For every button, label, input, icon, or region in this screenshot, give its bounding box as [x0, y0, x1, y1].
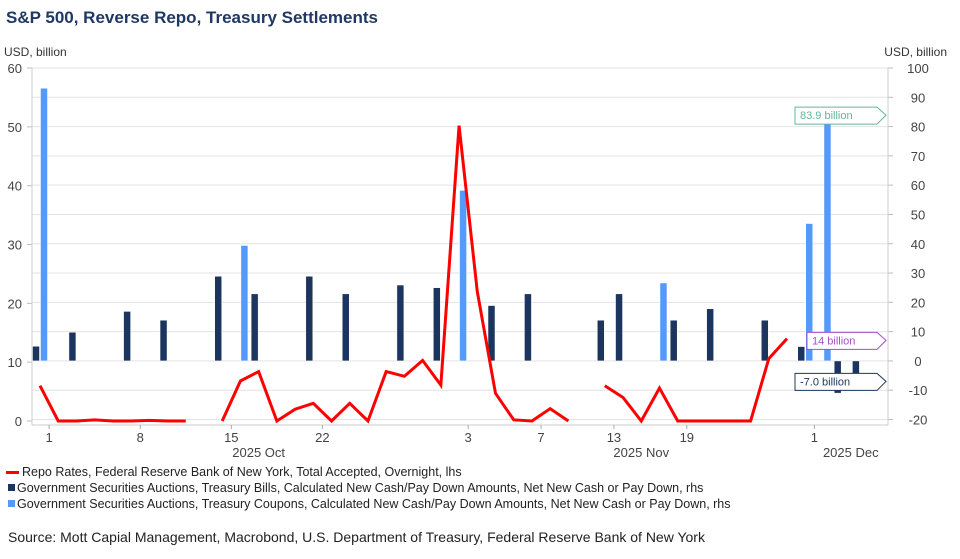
left-tick-label: 20 [8, 296, 22, 311]
legend-swatch-bar [8, 484, 15, 491]
legend-label: Government Securities Auctions, Treasury… [17, 497, 731, 511]
legend-swatch-line [6, 471, 19, 474]
repo-line-segment [605, 339, 787, 421]
right-tick-label: 90 [911, 90, 925, 105]
right-tick-label: 10 [911, 325, 925, 340]
right-axis-label: USD, billion [884, 45, 947, 59]
x-tick-label: 3 [465, 430, 472, 445]
right-tick-label: 80 [911, 120, 925, 135]
bill-bar [670, 320, 677, 361]
bill-bar [761, 320, 768, 361]
left-tick-label: 50 [8, 120, 22, 135]
left-tick-label: 0 [15, 414, 22, 429]
x-tick-label: 1 [45, 430, 52, 445]
bill-bar [524, 294, 531, 361]
bill-bar [69, 332, 76, 361]
bill-bar [597, 320, 604, 361]
x-period-label: 2025 Oct [232, 445, 285, 460]
right-tick-label: -20 [909, 413, 928, 428]
x-period-label: 2025 Dec [823, 445, 879, 460]
bars [33, 88, 860, 393]
bill-bar [798, 347, 805, 361]
coupon-bar [460, 190, 467, 360]
annotation-label: 14 billion [812, 335, 855, 347]
left-tick-label: 40 [8, 179, 22, 194]
right-tick-label: 50 [911, 207, 925, 222]
right-tick-label: 20 [911, 295, 925, 310]
legend-label: Government Securities Auctions, Treasury… [17, 481, 703, 495]
bill-bar [33, 346, 40, 361]
bill-bar [215, 276, 222, 361]
x-tick-label: 8 [137, 430, 144, 445]
coupon-bar [660, 283, 667, 361]
chart-title: S&P 500, Reverse Repo, Treasury Settleme… [6, 8, 378, 27]
right-tick-label: 0 [914, 354, 921, 369]
bill-bar [616, 294, 623, 361]
left-tick-label: 60 [8, 61, 22, 76]
annotation-label: -7.0 billion [800, 376, 850, 388]
left-tick-label: 30 [8, 238, 22, 253]
x-tick-label: 15 [224, 430, 238, 445]
axes: -20 -10 0 10 20 30 40 50 60 70 80 90 100 0 10 20 30 40 50 6… [8, 61, 929, 460]
x-period-label: 2025 Nov [613, 445, 669, 460]
coupon-bar [41, 88, 48, 361]
bill-bar [124, 311, 131, 361]
bill-bar [397, 285, 404, 361]
left-axis-label: USD, billion [4, 45, 67, 59]
coupon-bar [241, 246, 248, 361]
coupon-bar [824, 115, 831, 361]
right-tick-label: 100 [907, 61, 929, 76]
bill-bar [251, 294, 258, 361]
right-tick-label: 60 [911, 178, 925, 193]
x-tick-label: 19 [680, 430, 694, 445]
legend: Repo Rates, Federal Reserve Bank of New … [6, 465, 731, 511]
right-tick-label: 40 [911, 237, 925, 252]
bill-bar [306, 276, 313, 361]
right-tick-label: 30 [911, 266, 925, 281]
repo-line-segment [40, 386, 186, 421]
bill-bar [160, 320, 167, 361]
x-tick-label: 7 [537, 430, 544, 445]
legend-swatch-bar [8, 500, 15, 507]
x-tick-label: 22 [315, 430, 329, 445]
bill-bar [707, 309, 714, 361]
x-tick-label: 1 [811, 430, 818, 445]
bill-bar [433, 288, 440, 361]
annotation-label: 83.9 billion [800, 110, 853, 122]
right-tick-label: -10 [909, 383, 928, 398]
left-tick-label: 10 [8, 355, 22, 370]
right-tick-label: 70 [911, 149, 925, 164]
x-tick-label: 13 [607, 430, 621, 445]
legend-label: Repo Rates, Federal Reserve Bank of New … [22, 465, 462, 479]
source-note: Source: Mott Capial Management, Macrobon… [8, 529, 706, 545]
bill-bar [342, 294, 349, 361]
